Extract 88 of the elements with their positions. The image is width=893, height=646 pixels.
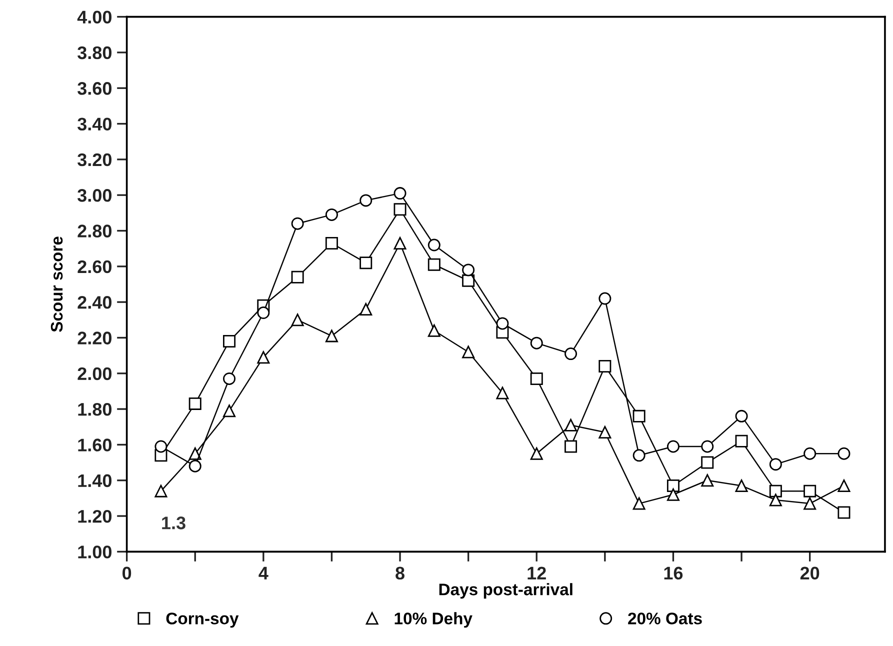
point: [564, 348, 578, 360]
point: [632, 497, 646, 510]
point: [462, 264, 475, 276]
legend-label: 20% Oats: [628, 612, 702, 624]
point: [666, 440, 680, 453]
x-tick-label: 12: [528, 566, 546, 580]
point: [735, 410, 748, 422]
point: [394, 187, 406, 200]
point: [804, 447, 816, 460]
point: [564, 418, 578, 432]
point: [701, 440, 714, 453]
point: [598, 360, 612, 373]
point: [838, 447, 850, 460]
x-tick-label: 20: [800, 566, 820, 580]
point: [394, 236, 406, 250]
x-tick-label: 8: [396, 566, 404, 580]
y-tick-label: 4.00: [77, 10, 112, 24]
x-tick-label: 0: [122, 566, 132, 580]
point: [769, 458, 782, 471]
point: [291, 270, 304, 284]
point: [769, 494, 782, 506]
point: [428, 258, 440, 271]
y-tick-label: 2.60: [78, 260, 112, 274]
point: [838, 506, 850, 519]
point: [496, 317, 509, 330]
point: [360, 194, 372, 207]
point: [428, 324, 440, 337]
point: [188, 397, 202, 410]
x-axis-title: Days post-arrival: [439, 583, 572, 599]
point: [223, 404, 236, 418]
point: [257, 306, 270, 320]
point: [325, 330, 338, 342]
point: [769, 484, 782, 498]
point: [666, 479, 680, 492]
y-tick-label: 3.60: [78, 82, 112, 95]
x-tick-label: 16: [664, 566, 683, 580]
point: [735, 479, 748, 492]
point: [462, 274, 475, 287]
y-tick-label: 1.40: [78, 474, 112, 488]
point: [564, 440, 578, 453]
legend-label: Corn-soy: [166, 612, 239, 628]
point: [223, 372, 236, 385]
point: [666, 488, 680, 501]
x-tick-label: 4: [258, 566, 268, 580]
y-tick-label: 1.20: [78, 510, 112, 523]
point: [632, 410, 646, 422]
y-tick-label: 2.00: [78, 367, 112, 380]
point: [325, 236, 338, 250]
data-label: 1.3: [162, 516, 186, 530]
point: [632, 449, 646, 462]
point: [838, 479, 850, 492]
point: [804, 497, 816, 510]
y-tick-label: 1.60: [78, 438, 112, 452]
point: [360, 302, 372, 316]
point: [154, 484, 168, 498]
point: [223, 335, 236, 348]
point: [257, 351, 270, 364]
y-tick-label: 2.40: [78, 296, 112, 309]
y-axis-title: Scour score: [50, 236, 63, 332]
point: [188, 447, 202, 460]
point: [428, 238, 440, 252]
point: [530, 336, 543, 350]
point: [325, 208, 338, 221]
y-tick-label: 3.80: [78, 46, 112, 60]
point: [394, 203, 406, 216]
point: [291, 314, 304, 326]
point: [701, 456, 714, 469]
point: [291, 217, 304, 230]
y-tick-label: 2.20: [78, 332, 112, 344]
point: [496, 386, 509, 400]
point: [188, 460, 202, 472]
y-tick-label: 3.00: [78, 189, 112, 202]
point: [154, 440, 168, 453]
point: [530, 447, 543, 460]
point: [598, 426, 612, 438]
point: [360, 256, 372, 270]
point: [462, 346, 475, 358]
point: [598, 292, 612, 305]
y-tick-label: 3.20: [78, 153, 112, 166]
y-tick-label: 1.80: [78, 402, 112, 416]
legend-label: 10% Dehy: [394, 612, 472, 628]
point: [701, 474, 714, 487]
y-tick-label: 3.40: [78, 118, 112, 131]
y-tick-label: 1.00: [78, 546, 112, 558]
point: [804, 484, 816, 498]
point: [735, 434, 748, 448]
y-tick-label: 2.80: [78, 224, 112, 238]
point: [530, 372, 543, 385]
